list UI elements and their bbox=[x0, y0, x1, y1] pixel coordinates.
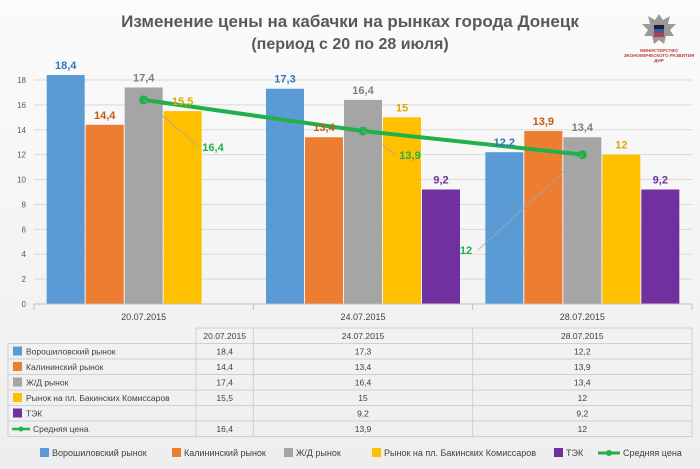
legend-label: ТЭК bbox=[566, 448, 584, 458]
table-value-cell: 12 bbox=[578, 424, 588, 434]
bar bbox=[563, 137, 602, 304]
table-legend-key-marker bbox=[18, 426, 24, 432]
bar bbox=[422, 189, 460, 304]
legend-key bbox=[554, 448, 563, 457]
bar-value-label: 12 bbox=[615, 140, 627, 152]
bar bbox=[124, 87, 163, 304]
legend-label: Рынок на пл. Бакинских Комиссаров bbox=[384, 448, 536, 458]
table-row-label: Калининский рынок bbox=[26, 362, 104, 372]
table-row-label: Ж/Д рынок bbox=[26, 378, 69, 388]
table-value-cell: 17,3 bbox=[355, 347, 372, 357]
bar-value-label: 13,4 bbox=[313, 122, 335, 134]
y-tick-label: 4 bbox=[22, 250, 27, 259]
table-value-cell: 15,5 bbox=[216, 393, 233, 403]
table-value-cell: 9,2 bbox=[357, 409, 369, 419]
bar bbox=[46, 75, 85, 305]
y-tick-label: 14 bbox=[17, 126, 26, 135]
table-value-cell: 13,4 bbox=[574, 378, 591, 388]
legend-label: Ворошиловский рынок bbox=[52, 448, 147, 458]
average-value-label: 12 bbox=[460, 245, 472, 257]
table-header-cell: 20.07.2015 bbox=[203, 331, 246, 341]
y-tick-label: 10 bbox=[17, 176, 26, 185]
y-tick-label: 18 bbox=[17, 76, 26, 85]
bar bbox=[383, 117, 421, 304]
table-row-label: Рынок на пл. Бакинских Комиссаров bbox=[26, 393, 170, 403]
y-tick-label: 0 bbox=[22, 300, 27, 309]
table-value-cell: 15 bbox=[358, 393, 368, 403]
table-value-cell: 17,4 bbox=[216, 378, 233, 388]
y-tick-label: 2 bbox=[22, 275, 27, 284]
table-legend-key bbox=[13, 377, 22, 387]
legend-key bbox=[372, 448, 381, 457]
legend-label: Средняя цена bbox=[623, 448, 682, 458]
legend-label: Калининский рынок bbox=[184, 448, 266, 458]
y-tick-label: 16 bbox=[17, 101, 26, 110]
bar bbox=[602, 154, 641, 304]
table-header-cell: 28.07.2015 bbox=[561, 331, 604, 341]
table-value-cell: 16,4 bbox=[216, 424, 233, 434]
bar bbox=[485, 152, 524, 304]
x-category-label: 24.07.2015 bbox=[340, 312, 385, 322]
table-value-cell: 12,2 bbox=[574, 347, 591, 357]
label-leader-line bbox=[477, 154, 583, 251]
bar-value-label: 18,4 bbox=[55, 60, 77, 72]
bar bbox=[641, 189, 680, 304]
table-value-cell: 13,9 bbox=[355, 424, 372, 434]
average-value-label: 16,4 bbox=[202, 142, 224, 154]
bar bbox=[266, 88, 304, 304]
table-legend-key bbox=[13, 393, 22, 402]
bar-value-label: 13,4 bbox=[572, 122, 594, 134]
bar-value-label: 15 bbox=[396, 102, 408, 114]
average-value-label: 13,9 bbox=[399, 150, 420, 162]
table-row-label: ТЭК bbox=[26, 409, 42, 419]
bar bbox=[163, 111, 202, 304]
x-category-label: 20.07.2015 bbox=[121, 312, 166, 322]
bar-value-label: 17,4 bbox=[133, 72, 155, 84]
label-leader-line bbox=[362, 130, 397, 156]
y-tick-label: 12 bbox=[17, 151, 26, 160]
chart-subtitle: (период с 20 по 28 июля) bbox=[251, 36, 449, 53]
bar-value-label: 9,2 bbox=[433, 175, 448, 187]
table-legend-key bbox=[13, 362, 22, 371]
table-row-label: Ворошиловский рынок bbox=[26, 347, 116, 357]
bar-value-label: 16,4 bbox=[352, 85, 374, 97]
table-header-cell: 24.07.2015 bbox=[342, 331, 385, 341]
y-tick-label: 6 bbox=[22, 225, 27, 234]
logo-caption: МИНИСТЕРСТВО ЭКОНОМИЧЕСКОГО РАЗВИТИЯ ДНР bbox=[623, 48, 695, 63]
table-value-cell: 16,4 bbox=[355, 378, 372, 388]
label-leader-line bbox=[143, 99, 200, 148]
bar-value-label: 9,2 bbox=[653, 175, 668, 187]
bar-value-label: 13,9 bbox=[533, 116, 554, 128]
table-value-cell: 12 bbox=[578, 393, 588, 403]
bar-value-label: 17,3 bbox=[274, 74, 295, 86]
table-value-cell: 18,4 bbox=[216, 347, 233, 357]
bar-value-label: 14,4 bbox=[94, 110, 116, 122]
legend-label: Ж/Д рынок bbox=[296, 448, 341, 458]
legend-key bbox=[172, 448, 181, 457]
table-value-cell: 9,2 bbox=[576, 409, 588, 419]
table-legend-key bbox=[13, 346, 22, 356]
bar-value-label: 15,5 bbox=[172, 96, 193, 108]
bar bbox=[85, 124, 124, 304]
bar bbox=[305, 137, 343, 304]
legend-key bbox=[284, 448, 293, 457]
table-value-cell: 13,4 bbox=[355, 362, 372, 372]
table-value-cell: 13,9 bbox=[574, 362, 591, 372]
table-row-label: Средняя цена bbox=[33, 424, 89, 434]
legend-key-marker bbox=[606, 450, 612, 456]
table-legend-key bbox=[13, 408, 22, 418]
legend-key bbox=[40, 448, 49, 457]
y-tick-label: 8 bbox=[22, 200, 27, 209]
bar-value-label: 12,2 bbox=[494, 137, 515, 149]
bar bbox=[524, 131, 563, 304]
ministry-emblem-icon bbox=[642, 14, 676, 44]
x-category-label: 28.07.2015 bbox=[560, 312, 605, 322]
table-value-cell: 14,4 bbox=[216, 362, 233, 372]
chart-title: Изменение цены на кабачки на рынках горо… bbox=[121, 12, 579, 31]
